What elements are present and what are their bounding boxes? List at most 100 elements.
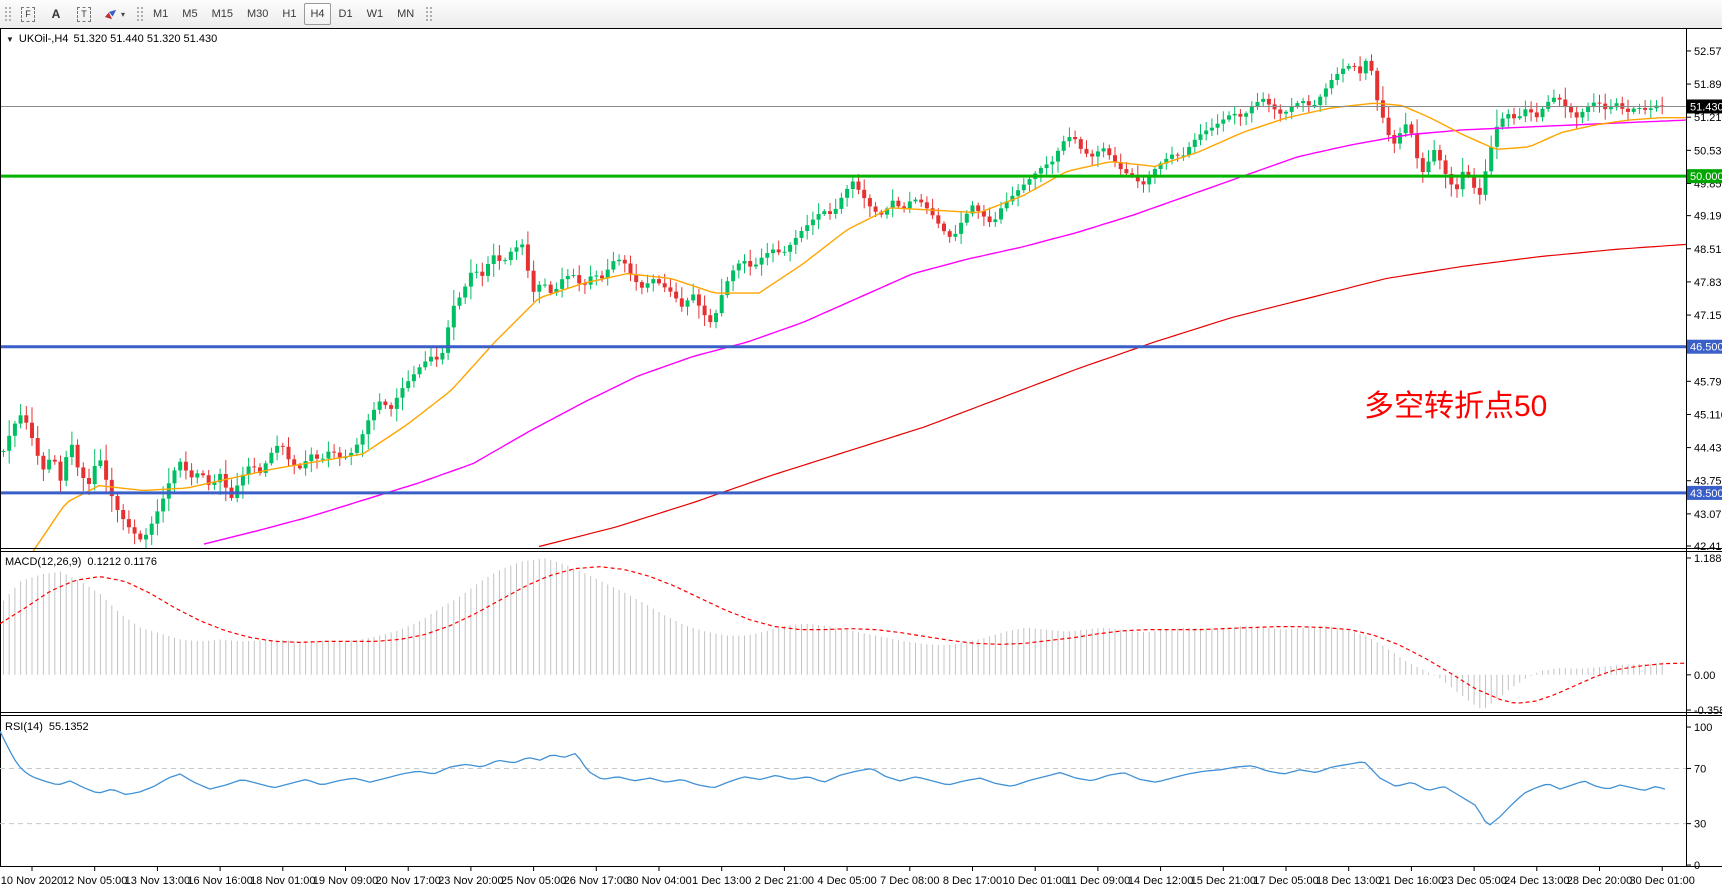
timeframe-button-h1[interactable]: H1 [276,3,302,25]
text-annotation[interactable]: 多空转折点50 [1364,390,1548,423]
time-tick-label: 13 Nov 13:00 [125,875,190,887]
time-tick-label: 15 Dec 21:00 [1191,875,1256,887]
macd-tick-label: 1.188 [1694,553,1722,565]
price-tick-label: 52.570 [1694,46,1722,58]
panel-borders [0,28,1722,867]
text-tool-icon: A [51,7,61,21]
time-tick-label: 14 Dec 12:00 [1128,875,1193,887]
timeframe-button-mn[interactable]: MN [391,3,420,25]
toolbar: F A T ▾ M1 M5 M15 M30 H1 H4 D1 W1 MN [0,0,1722,28]
toolbar-grip[interactable] [424,5,433,23]
time-tick-label: 20 Nov 17:00 [375,875,440,887]
price-badge [1687,169,1722,184]
time-tick-label: 28 Dec 20:00 [1567,875,1632,887]
timeframe-group: M1 M5 M15 M30 H1 H4 D1 W1 MN [146,3,421,25]
macd-panel-label: MACD(12,26,9) 0.1212 0.1176 [5,556,157,568]
ohlc-values: 51.320 51.440 51.320 51.430 [73,33,218,45]
chevron-down-icon: ▾ [121,9,126,19]
macd-histogram [3,558,1663,709]
drawing-tools-group: F A T ▾ [14,3,132,25]
time-tick-label: 18 Dec 13:00 [1316,875,1381,887]
price-tick-label: 51.890 [1694,79,1722,91]
timeframe-button-m5[interactable]: M5 [176,3,203,25]
rsi-panel-label: RSI(14) 55.1352 [5,721,89,733]
price-axis[interactable]: 52.57051.89051.21050.53049.85049.19048.5… [1686,46,1722,872]
macd-indicator-name: MACD(12,26,9) [5,556,82,568]
price-tick-label: 47.830 [1694,277,1722,289]
time-tick-label: 30 Dec 01:00 [1629,875,1694,887]
text-label-tool-button[interactable]: T [71,3,97,25]
fibonacci-tool-icon: F [21,6,35,22]
time-tick-label: 21 Dec 16:00 [1379,875,1444,887]
price-badge [1687,99,1722,114]
macd-indicator-values: 0.1212 0.1176 [87,556,157,568]
rsi-indicator-value: 55.1352 [48,721,89,733]
time-tick-label: 10 Nov 2020 [1,875,63,887]
time-tick-label: 23 Dec 05:00 [1441,875,1506,887]
macd-tick-label: 0.00 [1694,670,1715,682]
text-label-tool-icon: T [77,6,91,22]
time-tick-label: 7 Dec 08:00 [880,875,939,887]
macd-signal-line [0,566,1687,704]
time-tick-label: 24 Dec 13:00 [1504,875,1569,887]
arrows-tool-button[interactable]: ▾ [99,3,131,25]
ma-mid-line [203,119,1687,545]
price-tick-label: 43.750 [1694,476,1722,488]
time-tick-label: 19 Nov 09:00 [313,875,378,887]
rsi-indicator-name: RSI(14) [5,721,43,733]
symbol-period-label: UKOil-,H4 [18,33,69,45]
time-tick-label: 30 Nov 04:00 [626,875,691,887]
price-badge [1687,339,1722,354]
price-badge-label: 46.500 [1690,342,1722,354]
time-tick-label: 26 Nov 17:00 [564,875,629,887]
timeframe-button-m30[interactable]: M30 [241,3,274,25]
price-badge [1687,485,1722,500]
chart-title: ▼ UKOil-,H4 51.320 51.440 51.320 51.430 [6,33,217,45]
price-tick-label: 48.510 [1694,244,1722,256]
rsi-tick-label: 30 [1694,819,1706,831]
time-tick-label: 11 Dec 09:00 [1066,875,1131,887]
rsi-line [0,730,1666,826]
price-tick-label: 50.530 [1694,145,1722,157]
price-tick-label: 45.110 [1694,409,1722,421]
price-badge-label: 50.000 [1690,171,1722,183]
price-tick-label: 42.410 [1694,541,1722,553]
time-tick-label: 1 Dec 13:00 [692,875,751,887]
time-tick-label: 10 Dec 01:00 [1002,875,1067,887]
toolbar-grip[interactable] [135,5,144,23]
timeframe-button-m1[interactable]: M1 [147,3,174,25]
price-tick-label: 49.190 [1694,211,1722,223]
price-tick-label: 45.790 [1694,376,1722,388]
horizontal-lines [0,105,1686,495]
time-tick-label: 25 Nov 05:00 [501,875,566,887]
timeframe-button-h4[interactable]: H4 [304,3,331,25]
time-tick-label: 17 Dec 05:00 [1253,875,1318,887]
timeframe-button-m15[interactable]: M15 [206,3,239,25]
rsi-tick-label: 100 [1694,722,1712,734]
ma-slow-line [538,243,1687,548]
chevron-down-icon[interactable]: ▼ [6,34,14,44]
price-tick-label: 51.210 [1694,112,1722,124]
text-tool-button[interactable]: A [43,3,69,25]
price-tick-label: 47.150 [1694,310,1722,322]
time-tick-label: 12 Nov 05:00 [62,875,127,887]
toolbar-grip[interactable] [3,5,11,23]
timeframe-button-w1[interactable]: W1 [361,3,390,25]
time-tick-label: 23 Nov 20:00 [438,875,503,887]
timeframe-button-d1[interactable]: D1 [333,3,359,25]
price-tick-label: 43.070 [1694,509,1722,521]
time-tick-label: 2 Dec 21:00 [755,875,814,887]
time-tick-label: 8 Dec 17:00 [943,875,1002,887]
fibonacci-tool-button[interactable]: F [15,3,41,25]
candles-layer [1,54,1665,550]
ma-fast-line [32,102,1686,552]
price-badge-label: 43.500 [1690,488,1722,500]
time-tick-label: 16 Nov 16:00 [187,875,252,887]
macd-tick-label: -0.3582 [1694,705,1722,717]
time-tick-label: 4 Dec 05:00 [817,875,876,887]
price-tick-label: 44.430 [1694,443,1722,455]
rsi-tick-label: 70 [1694,763,1706,775]
